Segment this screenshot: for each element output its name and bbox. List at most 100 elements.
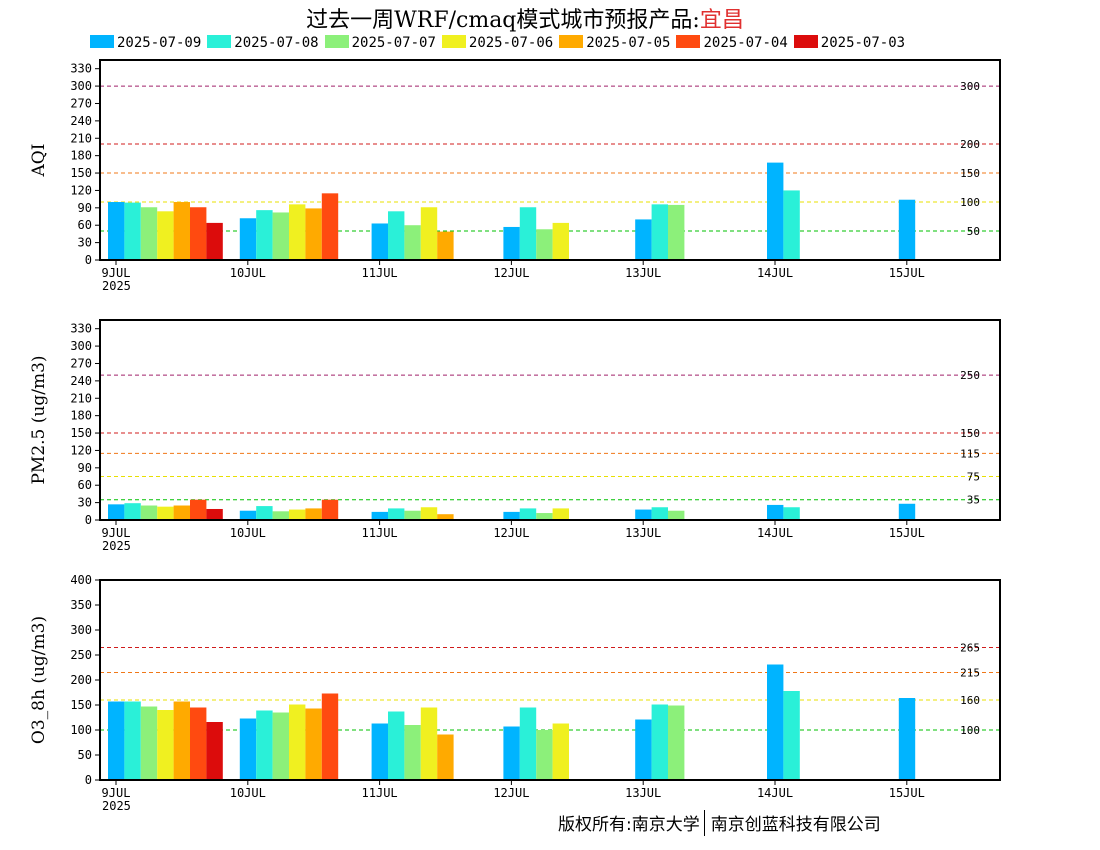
bar [552, 222, 569, 260]
bar [190, 207, 207, 260]
bar [321, 693, 339, 780]
y-tick-label: 60 [78, 478, 92, 492]
bar [898, 503, 916, 520]
bar [239, 510, 257, 520]
legend-swatch [441, 35, 466, 48]
title-prefix: 过去一周WRF/cmaq模式城市预报产品: [306, 8, 700, 33]
y-tick-label: 330 [70, 62, 92, 76]
x-tick-label: 11JUL [362, 266, 398, 280]
bar [388, 508, 405, 520]
legend-swatch [90, 35, 114, 48]
y-tick-label: 330 [70, 322, 92, 336]
bar [289, 509, 306, 520]
y-tick-label: 0 [85, 773, 92, 787]
x-tick-label: 9JUL [102, 526, 131, 540]
bar [437, 514, 454, 520]
x-tick-label: 14JUL [757, 526, 793, 540]
x-tick-label: 13JUL [625, 266, 661, 280]
bar [108, 504, 125, 520]
bar [256, 710, 273, 780]
threshold-label: 75 [967, 471, 980, 484]
legend-label: 2025-07-05 [586, 35, 671, 51]
threshold-label: 35 [967, 494, 980, 507]
bar [371, 223, 388, 260]
bar [371, 723, 388, 780]
y-axis-title: AQI [29, 144, 49, 178]
bar [668, 510, 685, 520]
bar [668, 204, 685, 260]
bar [783, 507, 800, 520]
x-tick-label: 13JUL [625, 526, 661, 540]
bar [767, 504, 784, 520]
bar [388, 211, 405, 260]
bar [173, 701, 190, 780]
bar [635, 509, 652, 520]
bar [404, 510, 421, 520]
bar [239, 218, 257, 260]
threshold-label: 300 [960, 80, 980, 93]
x-year-label: 2025 [102, 539, 131, 553]
bar [173, 505, 190, 520]
bar [108, 202, 125, 260]
x-tick-label: 14JUL [757, 786, 793, 800]
legend-item: 2025-07-05 [559, 35, 670, 51]
x-tick-label: 10JUL [230, 526, 266, 540]
bar [503, 511, 520, 520]
bar [321, 499, 339, 520]
y-tick-label: 400 [70, 573, 92, 587]
legend-item: 2025-07-04 [676, 35, 788, 51]
bar [305, 208, 322, 260]
copyright-footer: 版权所有:南京大学 南京创蓝科技有限公司 [558, 810, 881, 836]
footer-left: 版权所有:南京大学 [558, 815, 700, 835]
legend: 2025-07-09 2025-07-08 2025-07-07 2025-07-06… [90, 35, 911, 53]
x-tick-label: 14JUL [757, 266, 793, 280]
bar [651, 507, 668, 520]
threshold-label: 250 [960, 369, 980, 382]
footer-divider [703, 810, 705, 836]
bar [157, 710, 174, 780]
y-tick-label: 300 [70, 623, 92, 637]
legend-item: 2025-07-09 [90, 35, 201, 51]
y-tick-label: 0 [85, 253, 92, 267]
bar [256, 210, 273, 260]
x-tick-label: 15JUL [889, 266, 925, 280]
y-tick-label: 150 [70, 426, 92, 440]
threshold-label: 150 [960, 167, 980, 180]
x-tick-label: 10JUL [230, 786, 266, 800]
threshold-label: 265 [960, 642, 980, 655]
y-tick-label: 30 [78, 236, 92, 250]
bar [206, 222, 223, 260]
legend-label: 2025-07-07 [351, 35, 436, 51]
x-year-label: 2025 [102, 279, 131, 293]
x-tick-label: 12JUL [493, 526, 529, 540]
bar [206, 508, 223, 520]
threshold-label: 200 [960, 138, 980, 151]
x-tick-label: 9JUL [102, 786, 131, 800]
x-tick-label: 12JUL [493, 266, 529, 280]
y-tick-label: 150 [70, 166, 92, 180]
y-tick-label: 0 [85, 513, 92, 527]
threshold-label: 160 [960, 694, 980, 707]
bar [420, 207, 438, 260]
x-year-label: 2025 [102, 799, 131, 813]
y-tick-label: 200 [70, 673, 92, 687]
bar [124, 503, 141, 520]
y-tick-label: 180 [70, 149, 92, 163]
bar [783, 190, 800, 260]
threshold-label: 215 [960, 667, 980, 680]
bar [503, 726, 520, 780]
y-tick-label: 210 [70, 391, 92, 405]
bar [651, 204, 668, 260]
y-tick-label: 120 [70, 443, 92, 457]
y-tick-label: 180 [70, 409, 92, 423]
y-tick-label: 50 [78, 748, 92, 762]
bar [651, 704, 668, 780]
bar [437, 734, 454, 780]
y-tick-label: 270 [70, 96, 92, 110]
bar [767, 162, 784, 260]
x-tick-label: 11JUL [362, 526, 398, 540]
x-tick-label: 12JUL [493, 786, 529, 800]
legend-item: 2025-07-06 [441, 35, 553, 51]
y-tick-label: 150 [70, 698, 92, 712]
